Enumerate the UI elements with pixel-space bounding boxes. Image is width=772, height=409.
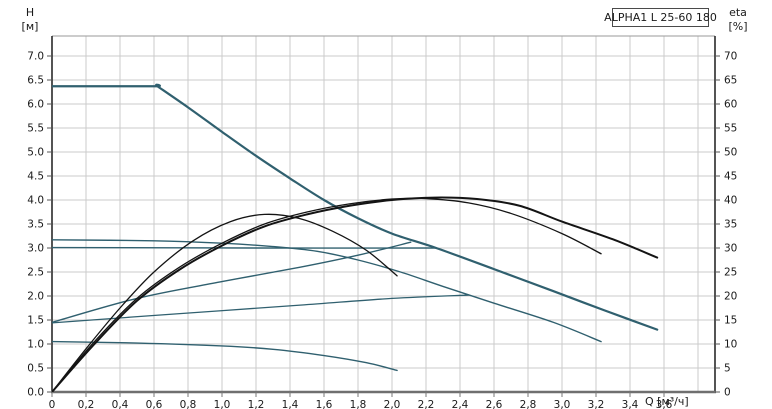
right-axis-tick-label: 5 xyxy=(724,363,731,375)
x-axis-tick-label: 3,6 xyxy=(656,399,673,409)
right-axis-unit: [%] xyxy=(728,20,748,33)
x-axis-tick-label: 1,8 xyxy=(350,399,367,409)
x-axis-tick-label: 1,0 xyxy=(214,399,231,409)
left-axis-tick-label: 7.0 xyxy=(27,51,44,63)
x-axis-tick-label: 0,6 xyxy=(146,399,163,409)
right-axis-tick-label: 15 xyxy=(724,315,737,327)
x-axis-tick-label: 1,4 xyxy=(282,399,299,409)
left-axis-tick-label: 3.0 xyxy=(27,243,44,255)
left-axis-tick-label: 6.5 xyxy=(27,75,44,87)
x-axis-tick-label: 2,6 xyxy=(486,399,503,409)
eta-curve-mid xyxy=(52,197,602,392)
left-axis-tick-label: 2.5 xyxy=(27,267,44,279)
right-axis-tick-label: 20 xyxy=(724,291,737,303)
right-axis-quantity: eta xyxy=(729,6,747,19)
pump-curve-mid xyxy=(52,239,602,343)
left-axis-tick-label: 6.0 xyxy=(27,99,44,111)
pump-curve-max xyxy=(52,83,659,331)
x-axis-title: Q [м³/ч] xyxy=(645,395,689,408)
right-axis-tick-label: 0 xyxy=(724,387,731,399)
left-axis-title: H [м] xyxy=(8,6,52,34)
eta-curve-max xyxy=(52,196,659,392)
proportional-pressure-curve-upper xyxy=(52,241,412,324)
right-axis-tick-label: 25 xyxy=(724,267,737,279)
pump-curve-min xyxy=(52,340,398,372)
right-axis-tick-label: 30 xyxy=(724,243,737,255)
x-axis-tick-label: 3,2 xyxy=(588,399,605,409)
left-axis-tick-label: 4.5 xyxy=(27,171,44,183)
left-axis-tick-label: 1.0 xyxy=(27,339,44,351)
x-axis-tick-label: 2,0 xyxy=(384,399,401,409)
right-axis-tick-label: 10 xyxy=(724,339,737,351)
eta-curve-min xyxy=(52,213,398,392)
pump-model-title-box: ALPHA1 L 25-60 180 xyxy=(604,8,717,27)
x-axis-tick-label: 2,2 xyxy=(418,399,435,409)
right-axis-tick-label: 35 xyxy=(724,219,737,231)
right-axis-tick-label: 40 xyxy=(724,195,737,207)
left-axis-tick-label: 2.0 xyxy=(27,291,44,303)
left-axis-tick-label: 1.5 xyxy=(27,315,44,327)
right-axis-tick-label: 45 xyxy=(724,171,737,183)
x-axis-tick-label: 3,0 xyxy=(554,399,571,409)
x-axis-tick-label: 1,6 xyxy=(316,399,333,409)
right-axis-tick-label: 50 xyxy=(724,147,737,159)
x-axis-tick-label: 0 xyxy=(49,399,56,409)
x-axis-tick-label: 2,8 xyxy=(520,399,537,409)
left-axis-tick-label: 0.5 xyxy=(27,363,44,375)
right-axis-title: eta [%] xyxy=(716,6,760,34)
right-axis-tick-label: 55 xyxy=(724,123,737,135)
x-axis-tick-label: 0,4 xyxy=(112,399,129,409)
proportional-pressure-curve-lower xyxy=(52,294,470,324)
right-axis-tick-label: 70 xyxy=(724,51,737,63)
left-axis-tick-label: 3.5 xyxy=(27,219,44,231)
right-axis-tick-label: 65 xyxy=(724,75,737,87)
left-axis-tick-label: 0.0 xyxy=(27,387,44,399)
left-axis-unit: [м] xyxy=(21,20,39,33)
left-axis-tick-label: 5.0 xyxy=(27,147,44,159)
left-axis-tick-label: 5.5 xyxy=(27,123,44,135)
x-axis-tick-label: 0,8 xyxy=(180,399,197,409)
left-axis-quantity: H xyxy=(25,6,35,19)
x-axis-tick-label: 1,2 xyxy=(248,399,265,409)
x-axis-tick-label: 2,4 xyxy=(452,399,469,409)
x-axis-tick-label: 3,4 xyxy=(622,399,639,409)
left-axis-tick-label: 4.0 xyxy=(27,195,44,207)
right-axis-tick-label: 60 xyxy=(724,99,737,111)
constant-pressure-curve xyxy=(52,246,437,249)
x-axis-tick-label: 0,2 xyxy=(78,399,95,409)
